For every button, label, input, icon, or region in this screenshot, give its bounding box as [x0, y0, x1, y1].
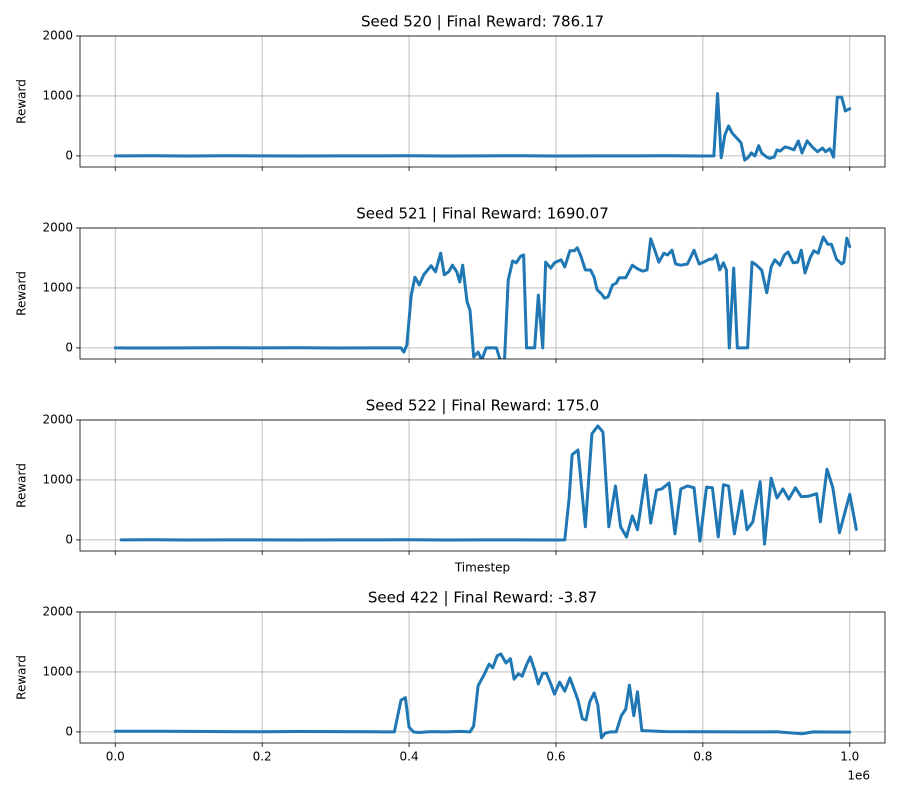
y-tick-label: 1000 [42, 472, 73, 486]
y-axis-label: Reward [15, 463, 29, 508]
subplot-title: Seed 520 | Final Reward: 786.17 [361, 13, 604, 31]
y-tick-label: 1000 [42, 88, 73, 102]
reward-line [113, 92, 852, 162]
y-tick-label: 2000 [42, 605, 73, 619]
x-tick-label: 0.8 [693, 750, 712, 764]
axes-frame [79, 419, 886, 552]
axes-frame [79, 611, 886, 744]
reward-line [113, 652, 852, 740]
plot-area [113, 652, 852, 740]
x-tick-label: 0.4 [400, 750, 419, 764]
x-tick-label: 0.2 [253, 750, 272, 764]
x-axis-label: Timestep [454, 561, 510, 575]
plot-area [119, 424, 858, 546]
y-tick-label: 0 [65, 148, 73, 162]
x-tick-label: 1.0 [840, 750, 859, 764]
y-tick-label: 2000 [42, 29, 73, 43]
y-tick-label: 2000 [42, 413, 73, 427]
y-axis-label: Reward [15, 271, 29, 316]
y-tick-label: 0 [65, 340, 73, 354]
y-tick-label: 2000 [42, 221, 73, 235]
x-tick-label: 0.6 [546, 750, 565, 764]
y-tick-label: 1000 [42, 664, 73, 678]
axes-frame [79, 227, 886, 360]
y-tick-label: 1000 [42, 280, 73, 294]
reward-line [113, 235, 852, 359]
subplot-title: Seed 522 | Final Reward: 175.0 [366, 397, 599, 415]
x-offset-label: 1e6 [847, 769, 870, 783]
y-axis-label: Reward [15, 655, 29, 700]
y-tick-label: 0 [65, 724, 73, 738]
y-axis-label: Reward [15, 79, 29, 124]
axes-frame [79, 35, 886, 168]
subplot-title: Seed 422 | Final Reward: -3.87 [368, 589, 597, 607]
reward-line [119, 424, 858, 546]
x-tick-label: 0.0 [106, 750, 125, 764]
y-tick-label: 0 [65, 532, 73, 546]
subplot-title: Seed 521 | Final Reward: 1690.07 [356, 205, 609, 223]
plot-area [113, 235, 852, 359]
plot-area [113, 92, 852, 162]
